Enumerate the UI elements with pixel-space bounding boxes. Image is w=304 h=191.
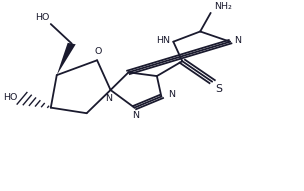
- Text: N: N: [168, 90, 175, 99]
- Text: N: N: [105, 94, 112, 103]
- Text: N: N: [133, 111, 140, 120]
- Polygon shape: [57, 43, 76, 75]
- Text: N: N: [235, 36, 242, 45]
- Text: O: O: [95, 47, 102, 56]
- Text: HN: HN: [156, 36, 170, 45]
- Text: HO: HO: [35, 13, 49, 22]
- Text: NH₂: NH₂: [214, 2, 232, 11]
- Text: HO: HO: [4, 93, 18, 102]
- Text: S: S: [215, 84, 222, 94]
